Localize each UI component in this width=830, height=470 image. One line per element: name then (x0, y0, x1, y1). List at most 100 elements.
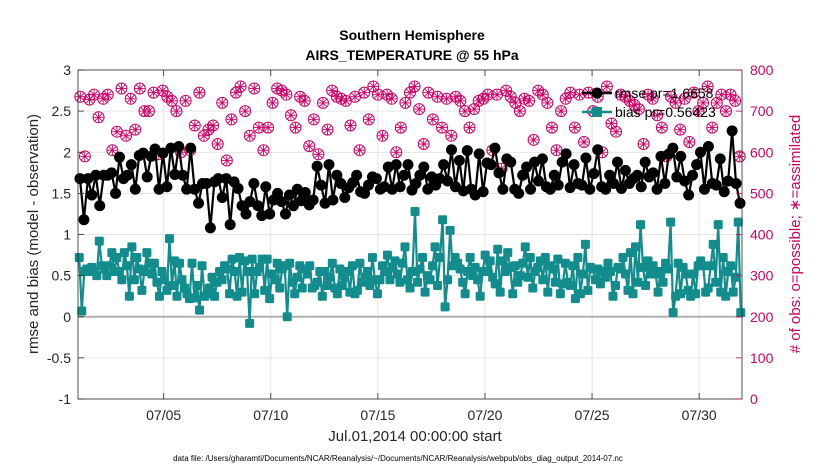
rmse-point (698, 183, 710, 195)
bias-point (620, 269, 630, 279)
assimilated-point (730, 95, 741, 106)
possible-point (239, 105, 252, 118)
possible-point (170, 105, 183, 118)
possible-point (234, 80, 247, 93)
rmse-point (252, 200, 264, 212)
y-right-tick-label: 600 (750, 144, 774, 160)
bias-point (708, 239, 718, 249)
rmse-point (90, 169, 102, 181)
possible-point (458, 105, 471, 118)
bias-point (418, 253, 428, 263)
assimilated-point (198, 130, 209, 141)
rmse-point (521, 161, 533, 173)
assimilated-point (345, 120, 356, 131)
rmse-point (517, 169, 529, 181)
assimilated-point (180, 95, 191, 106)
bias-point (525, 253, 535, 263)
assimilated-point (405, 87, 415, 98)
rmse-point (74, 173, 86, 185)
rmse-point (461, 145, 473, 157)
bias-point (648, 261, 658, 271)
bias-point (706, 261, 716, 271)
possible-point (179, 94, 192, 107)
assimilated-point (395, 122, 406, 133)
assimilated-point (102, 89, 113, 100)
bias-point (149, 258, 159, 268)
possible-point (655, 121, 668, 134)
possible-point (683, 135, 696, 148)
possible-point (564, 86, 577, 99)
rmse-point (125, 159, 137, 171)
rmse-point (639, 156, 651, 168)
bias-point (515, 271, 525, 281)
bias-point (413, 277, 423, 287)
possible-point (248, 82, 261, 95)
bias-point (691, 289, 701, 299)
bias-point (736, 308, 746, 318)
assimilated-point (569, 122, 580, 133)
bias-point (726, 261, 736, 271)
bias-point (290, 289, 300, 299)
bias-point (580, 239, 590, 249)
possible-point (436, 121, 449, 134)
bias-point (553, 254, 563, 264)
possible-point (431, 90, 444, 103)
possible-point (307, 113, 320, 126)
rmse-point (691, 159, 703, 171)
rmse-point (497, 183, 509, 195)
bias-point (658, 277, 668, 287)
bias-point (355, 258, 365, 268)
assimilated-point (698, 97, 709, 108)
bias-point (688, 269, 698, 279)
possible-point (188, 119, 201, 132)
rmse-point (414, 169, 426, 181)
bias-point (455, 264, 465, 274)
rmse-point (568, 159, 580, 171)
bias-point (352, 285, 362, 295)
bias-point (367, 253, 377, 263)
assimilated-point (423, 87, 434, 98)
assimilated-point (98, 93, 109, 104)
bias-point (465, 253, 475, 263)
bias-point (380, 267, 390, 277)
y-right-tick-label: 800 (750, 62, 774, 78)
y-right-tick-label: 700 (750, 103, 774, 119)
rmse-point (410, 178, 422, 190)
possible-point (147, 86, 160, 99)
assimilated-point (409, 81, 420, 92)
rmse-point (260, 181, 272, 193)
possible-point (417, 138, 430, 151)
rmse-point (608, 178, 620, 190)
possible-point (573, 88, 586, 101)
assimilated-point (194, 87, 205, 98)
rmse-point (394, 181, 406, 193)
rmse-point (114, 151, 125, 163)
rmse-point (442, 175, 454, 187)
rmse-point (493, 167, 505, 179)
bias-point (337, 280, 347, 290)
possible-point (321, 123, 334, 136)
assimilated-point (217, 97, 228, 108)
rmse-point (216, 191, 228, 203)
bias-point (375, 275, 385, 285)
bias-point (503, 248, 513, 258)
assimilated-point (263, 122, 274, 133)
possible-point (719, 105, 732, 118)
bias-point (92, 271, 102, 281)
possible-point (275, 84, 288, 97)
y-tick-label: 3 (63, 62, 71, 78)
assimilated-point (93, 112, 104, 123)
rmse-point (635, 181, 647, 193)
bias-point (568, 261, 578, 271)
possible-point (394, 121, 407, 134)
possible-point (665, 90, 678, 103)
possible-point (568, 121, 581, 134)
rmse-point (161, 181, 173, 193)
bias-point (608, 291, 618, 301)
bias-point (603, 258, 613, 268)
possible-point (381, 88, 394, 101)
possible-point (532, 84, 545, 97)
bias-point (628, 289, 638, 299)
bias-point (400, 242, 410, 252)
bias-point (641, 280, 651, 290)
